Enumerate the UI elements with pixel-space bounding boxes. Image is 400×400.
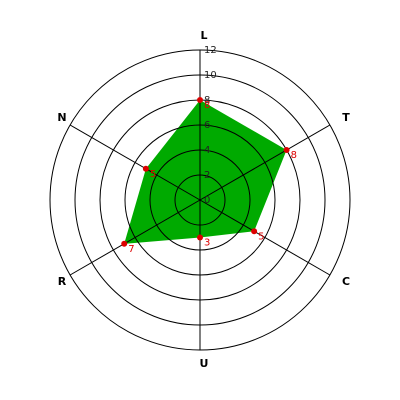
value-label: 7 [128, 244, 134, 255]
radar-area [124, 100, 287, 244]
data-point [283, 147, 290, 153]
data-point [142, 165, 149, 172]
data-point [121, 240, 128, 247]
tick-label: 8 [204, 95, 210, 106]
axis-spoke [199, 199, 331, 276]
tick-label: 0 [204, 195, 210, 206]
tick-label: 10 [204, 70, 217, 81]
tick-label: 6 [204, 120, 210, 131]
value-label: 8 [204, 100, 210, 111]
tick-label: 4 [204, 145, 210, 156]
value-label: 5 [258, 231, 264, 242]
value-label: 5 [150, 169, 156, 180]
axis-spoke [69, 199, 201, 276]
data-point [197, 234, 203, 241]
axis-label: R [58, 275, 67, 288]
axis-spoke [69, 124, 201, 201]
axis-label: N [57, 111, 66, 124]
axis-label: L [200, 29, 207, 42]
axis-label: C [342, 275, 350, 288]
axis-label: U [200, 357, 209, 370]
value-label: 3 [204, 238, 210, 249]
tick-label: 12 [204, 45, 217, 56]
tick-label: 2 [204, 170, 210, 181]
data-point [197, 97, 203, 103]
value-label: 8 [291, 150, 297, 161]
axis-spoke [199, 124, 331, 201]
axis-label: T [342, 111, 350, 124]
data-point [251, 228, 258, 235]
